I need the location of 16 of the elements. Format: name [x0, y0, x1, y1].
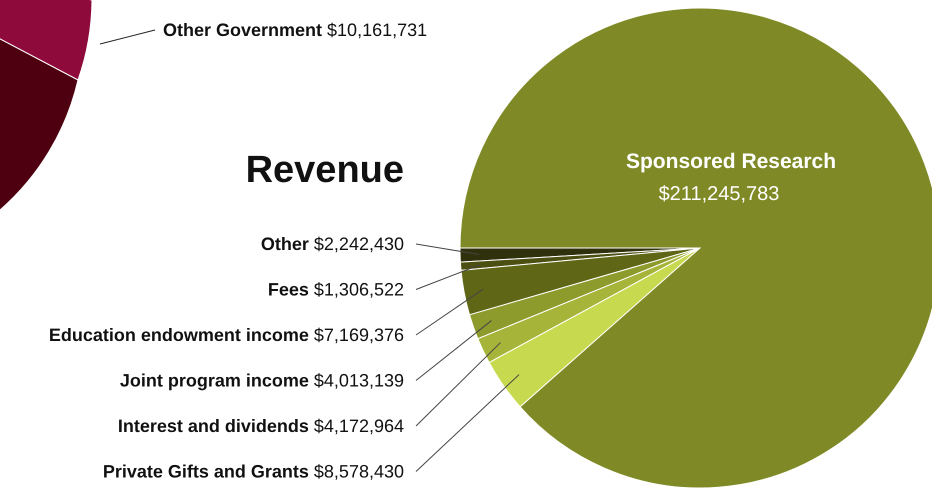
data-label: $211,245,783	[658, 183, 780, 205]
data-label: $1,306,522	[314, 280, 404, 300]
data-label: $4,013,139	[314, 370, 404, 390]
slice-label: Private Gifts and Grants	[102, 462, 314, 482]
slice-label: Fees	[268, 280, 314, 300]
slice-label: Sponsored Research	[626, 150, 836, 173]
data-label: $4,172,964	[314, 416, 404, 436]
data-label: $8,578,430	[314, 462, 404, 482]
text: Other Government $10,161,731	[163, 20, 428, 40]
data-label: $7,169,376	[314, 325, 404, 345]
slice-label: Joint program income	[120, 370, 314, 390]
data-label: $2,242,430	[314, 234, 404, 254]
slice-label: Interest and dividends	[118, 416, 314, 436]
text: Revenue	[246, 149, 404, 191]
slice-label: Other	[260, 234, 314, 254]
slice-label: Education endowment income	[48, 325, 314, 345]
